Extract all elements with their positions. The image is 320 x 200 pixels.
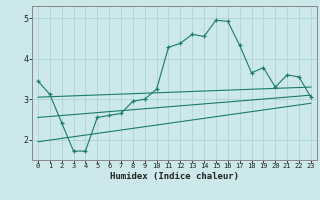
X-axis label: Humidex (Indice chaleur): Humidex (Indice chaleur)	[110, 172, 239, 181]
